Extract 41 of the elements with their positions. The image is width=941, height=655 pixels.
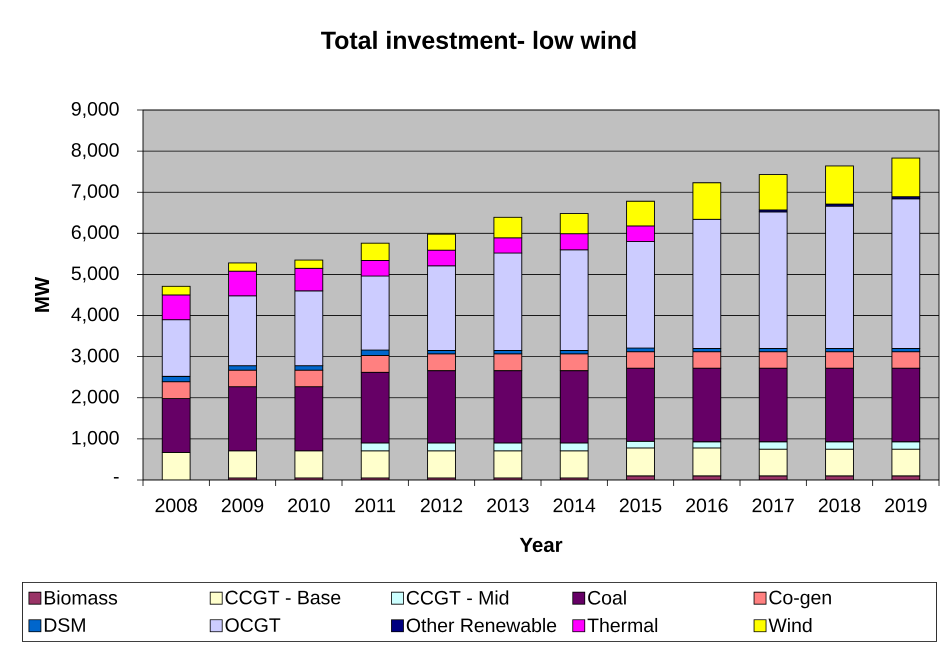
y-tick-label: 9,000	[72, 102, 119, 118]
x-tick-label: 2015	[620, 498, 662, 512]
x-tick-label: 2012	[420, 498, 462, 512]
y-axis-title: MW	[34, 276, 50, 312]
y-tick-label: 1,000	[72, 430, 119, 447]
bar	[758, 174, 788, 210]
chart-title: Total investment- low wind	[321, 30, 636, 50]
legend-label: Other Renewable	[406, 618, 556, 632]
y-tick-label: 4,000	[71, 308, 119, 324]
legend-label: Biomass	[44, 590, 118, 605]
x-tick-label: 2008	[156, 498, 197, 512]
bar	[891, 158, 920, 198]
x-axis-title: Year	[520, 538, 562, 552]
y-tick-label: 3,000	[72, 348, 119, 365]
legend-label: Co-gen	[769, 590, 831, 608]
y-tick-label: 2,000	[72, 390, 119, 406]
legend-label: Thermal	[588, 618, 658, 632]
bar	[758, 211, 788, 349]
legend-label: CCGT - Mid	[406, 590, 508, 605]
y-tick-label: 5,000	[72, 266, 119, 282]
y-tick-label: 7,000	[72, 184, 119, 200]
y-tick-label: -	[114, 477, 119, 479]
x-tick-label: 2017	[752, 498, 794, 512]
x-tick-label: 2009	[222, 498, 264, 512]
bar	[825, 165, 854, 205]
y-tick-label: 6,000	[72, 225, 119, 242]
legend-label: Coal	[588, 590, 626, 605]
legend-label: Wind	[768, 618, 812, 632]
x-tick-label: 2019	[885, 498, 927, 512]
y-tick-label: 8,000	[72, 143, 119, 160]
bar	[825, 206, 854, 349]
legend-label: DSM	[44, 618, 85, 632]
x-tick-label: 2013	[487, 498, 529, 512]
bar	[891, 198, 920, 349]
legend-label: CCGT - Base	[226, 590, 340, 604]
x-tick-label: 2011	[355, 498, 396, 512]
x-tick-label: 2010	[288, 498, 330, 512]
x-tick-label: 2014	[554, 498, 596, 512]
x-tick-label: 2016	[686, 498, 728, 512]
legend-label: OCGT	[226, 618, 280, 632]
x-tick-label: 2018	[818, 498, 860, 512]
